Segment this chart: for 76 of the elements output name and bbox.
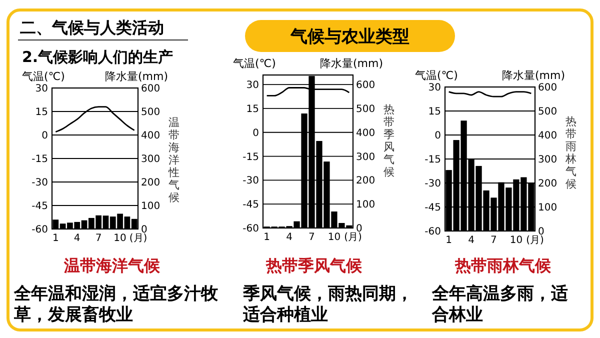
text: 气候与农业类型 <box>290 27 410 47</box>
text: 二、气候与人类活动 <box>20 18 164 37</box>
x-tick-label: 7 <box>308 232 315 243</box>
y-tick-label: -45 <box>32 201 48 212</box>
y2-tick-label: 100 <box>538 202 558 214</box>
text: 热带季风气候 <box>265 256 363 275</box>
y2-tick-label: 300 <box>141 154 160 165</box>
y-tick-label: 0 <box>42 130 48 142</box>
y2-tick-label: 200 <box>356 176 376 187</box>
y-tick-label: -60 <box>242 224 259 234</box>
text: 热带季风气候 <box>384 103 394 178</box>
y2-tick-label: 600 <box>141 84 160 94</box>
x-tick-label: 1 <box>264 232 270 243</box>
x-axis-title: (月) <box>344 232 362 243</box>
y-tick-label: -30 <box>424 178 441 190</box>
y-tick-label: 15 <box>428 106 441 118</box>
y-tick-label: -45 <box>424 202 441 214</box>
y2-tick-label: 300 <box>356 152 376 163</box>
text: 热带雨林气候 <box>564 115 576 190</box>
y-tick-label: 0 <box>252 128 259 139</box>
y2-tick-label: 300 <box>538 154 558 166</box>
y2-tick-label: 200 <box>538 178 558 190</box>
x-tick-label: 4 <box>286 232 292 243</box>
y2-tick-label: 400 <box>538 130 558 142</box>
y2-tick-label: 100 <box>356 200 376 211</box>
y2-tick-label: 400 <box>141 130 160 142</box>
y2-tick-label: 0 <box>538 226 544 238</box>
y-tick-label: -30 <box>242 176 259 187</box>
y-tick-label: 15 <box>35 107 48 118</box>
y-tick-label: -30 <box>32 178 48 188</box>
x-tick-label: 7 <box>490 235 497 246</box>
y-tick-label: -15 <box>242 152 259 163</box>
text: 全年温和湿润，适宜多汁牧草，发展畜牧业 <box>13 284 219 325</box>
y-tick-label: -60 <box>424 226 441 238</box>
text: 温带海洋气候 <box>63 256 161 275</box>
y-tick-label: -15 <box>32 154 48 165</box>
line-series <box>54 106 136 133</box>
x-tick-label: 7 <box>95 233 102 244</box>
y2-axis-title: 降水量(mm) <box>104 70 168 83</box>
x-tick-label: 4 <box>468 235 474 246</box>
y2-tick-label: 500 <box>538 106 558 118</box>
x-tick-label: 1 <box>52 233 59 244</box>
y2-tick-label: 600 <box>538 82 558 94</box>
text: 2.气候影响人们的生产 <box>22 48 174 66</box>
y-tick-label: 15 <box>246 104 259 115</box>
y-tick-label: 0 <box>434 130 441 142</box>
x-tick-label: 10 <box>114 233 126 244</box>
y2-axis-title: 降水量(mm) <box>320 57 383 70</box>
y2-axis-title: 降水量(mm) <box>502 69 565 82</box>
y2-tick-label: 500 <box>356 104 376 115</box>
text: 热带雨林气候 <box>454 256 552 275</box>
y2-tick-label: 600 <box>356 80 376 92</box>
x-tick-label: 4 <box>74 233 80 244</box>
text: 全年高温多雨，适合林业 <box>431 284 569 325</box>
y2-tick-label: 400 <box>356 128 376 139</box>
x-tick-label: 10 <box>328 232 341 243</box>
x-tick-label: 10 <box>510 235 523 246</box>
y2-tick-label: 100 <box>141 201 160 212</box>
y-tick-label: -15 <box>424 154 441 166</box>
y2-tick-label: 200 <box>141 178 160 188</box>
x-tick-label: 1 <box>446 235 452 246</box>
y2-tick-label: 0 <box>141 224 148 236</box>
text: 季风气候，雨热同期，适合种植业 <box>242 284 413 325</box>
y-axis-title: 气温(℃) <box>22 70 65 83</box>
y-tick-label: 30 <box>428 82 441 94</box>
y2-tick-label: 500 <box>141 107 160 118</box>
x-axis-title: (月) <box>526 235 544 246</box>
x-axis-title: (月) <box>129 233 148 244</box>
y2-tick-label: 0 <box>356 224 362 234</box>
text: 温带海洋性气候 <box>168 116 180 204</box>
y-tick-label: -45 <box>242 200 259 211</box>
y-tick-label: -60 <box>32 224 48 236</box>
y-tick-label: 30 <box>35 84 48 94</box>
y-tick-label: 30 <box>246 80 259 92</box>
y-axis-title: 气温(℃) <box>415 69 458 82</box>
y-axis-title: 气温(℃) <box>233 57 276 70</box>
